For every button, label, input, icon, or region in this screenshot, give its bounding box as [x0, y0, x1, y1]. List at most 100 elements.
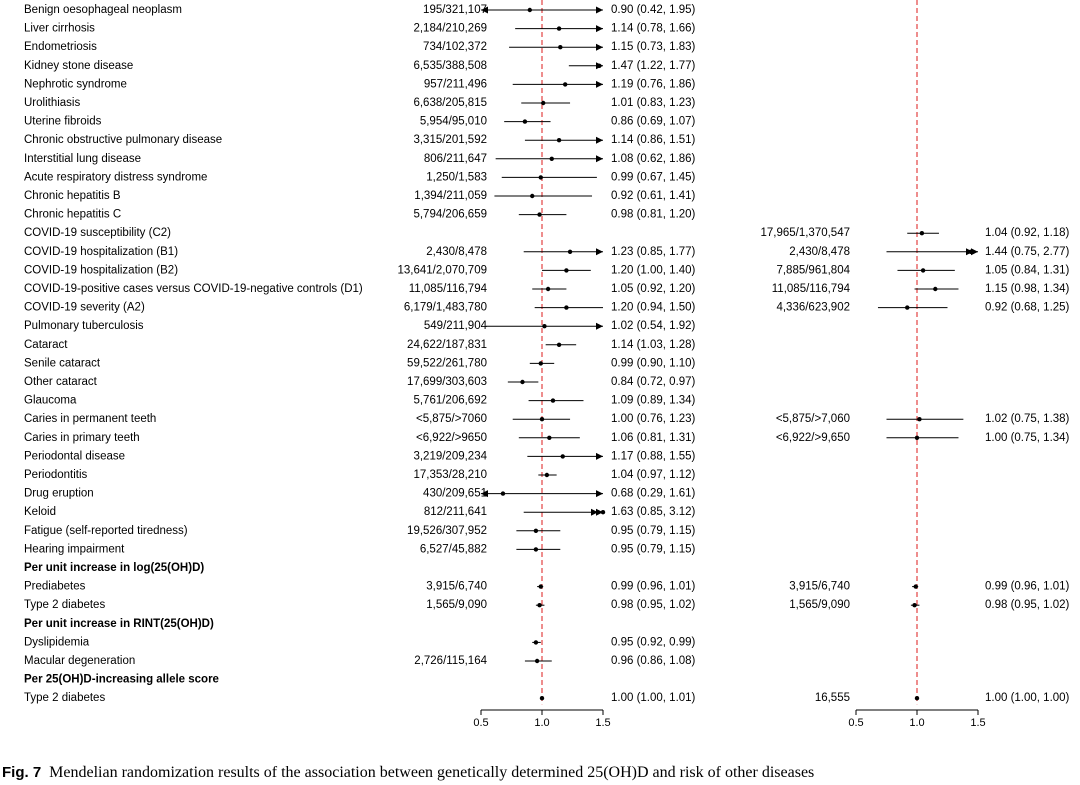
ci-arrow-right — [596, 25, 603, 33]
sample-size: 2,430/8,478 — [426, 246, 487, 258]
or-ci-label: 0.99 (0.67, 1.45) — [611, 171, 696, 183]
or-ci-label: 1.01 (0.83, 1.23) — [611, 97, 696, 109]
sample-size: 195/321,107 — [423, 4, 487, 16]
sample-size: 2,184/210,269 — [413, 23, 487, 35]
estimate-point — [933, 286, 938, 292]
sample-size: 2,726/115,164 — [414, 655, 487, 667]
group-header: Per 25(OH)D-increasing allele score — [24, 674, 219, 686]
or-ci-label: 1.00 (0.76, 1.23) — [611, 413, 696, 425]
x-tick-label: 0.5 — [473, 717, 488, 729]
x-tick-label: 1.0 — [909, 717, 924, 729]
or-ci-label: 1.05 (0.92, 1.20) — [611, 283, 696, 295]
sample-size: 17,353/28,210 — [413, 469, 487, 481]
estimate-point — [567, 249, 573, 254]
or-ci-label: 1.14 (1.03, 1.28) — [611, 339, 696, 351]
sample-size: 549/211,904 — [424, 320, 488, 332]
group-header: Per unit increase in log(25(OH)D) — [24, 562, 204, 574]
outcome-label: COVID-19 susceptibility (C2) — [24, 227, 171, 239]
outcome-label: Glaucoma — [24, 395, 77, 407]
sample-size: 5,761/206,692 — [413, 395, 487, 407]
estimate-point — [913, 584, 918, 589]
ci-arrow-right — [596, 322, 603, 330]
sample-size: 16,555 — [815, 692, 850, 704]
or-ci-label: 1.14 (0.78, 1.66) — [611, 23, 696, 35]
estimate-point — [538, 361, 543, 366]
or-ci-label: 0.84 (0.72, 0.97) — [611, 376, 696, 388]
or-ci-label: 1.44 (0.75, 2.77) — [985, 246, 1070, 258]
sample-size: 6,527/45,882 — [420, 543, 487, 555]
sample-size: 957/211,496 — [424, 78, 487, 90]
estimate-point — [538, 175, 543, 180]
or-ci-label: 1.17 (0.88, 1.55) — [611, 450, 696, 462]
estimate-point — [560, 454, 565, 459]
estimate-point — [537, 212, 542, 217]
or-ci-label: 0.68 (0.29, 1.61) — [611, 488, 696, 500]
ci-arrow-right — [591, 508, 598, 516]
outcome-label: Uterine fibroids — [24, 116, 102, 128]
sample-size: 6,638/205,815 — [413, 97, 487, 109]
ci-arrow-right — [596, 508, 603, 516]
or-ci-label: 1.20 (1.00, 1.40) — [611, 264, 696, 276]
sample-size: 5,794/206,659 — [413, 209, 487, 221]
estimate-point — [530, 193, 535, 199]
outcome-label: Dyslipidemia — [24, 636, 90, 648]
ci-arrow-right — [596, 6, 603, 14]
estimate-point — [558, 45, 563, 50]
sample-size: <5,875/>7,060 — [776, 413, 850, 425]
estimate-point — [556, 26, 562, 31]
x-tick-label: 1.5 — [595, 717, 610, 729]
outcome-label: Caries in primary teeth — [24, 432, 140, 444]
or-ci-label: 0.98 (0.95, 1.02) — [985, 599, 1070, 611]
sample-size: 19,526/307,952 — [407, 525, 487, 537]
caption-text: Mendelian randomization results of the a… — [49, 764, 815, 781]
sample-size: 1,394/211,059 — [414, 190, 487, 202]
outcome-label: COVID-19 hospitalization (B2) — [24, 264, 178, 276]
sample-size: 24,622/187,831 — [407, 339, 487, 351]
outcome-label: Interstitial lung disease — [24, 153, 141, 165]
estimate-point — [550, 398, 556, 403]
sample-size: <6,922/>9,650 — [776, 432, 850, 444]
group-header: Per unit increase in RINT(25(OH)D) — [24, 618, 214, 630]
sample-size: 11,085/116,794 — [772, 283, 851, 295]
estimate-point — [534, 658, 540, 664]
estimate-point — [533, 640, 539, 645]
or-ci-label: 1.04 (0.92, 1.18) — [985, 227, 1070, 239]
sample-size: 1,565/9,090 — [426, 599, 487, 611]
sample-size: 1,565/9,090 — [789, 599, 850, 611]
sample-size: 5,954/95,010 — [420, 116, 487, 128]
or-ci-label: 1.02 (0.54, 1.92) — [611, 320, 696, 332]
estimate-point — [520, 379, 525, 385]
outcome-label: Pulmonary tuberculosis — [24, 320, 144, 332]
sample-size: 17,965/1,370,547 — [760, 227, 850, 239]
estimate-point — [538, 584, 543, 589]
outcome-label: Macular degeneration — [24, 655, 135, 667]
ci-arrow-right — [596, 43, 603, 51]
estimate-point — [539, 417, 545, 422]
or-ci-label: 0.99 (0.96, 1.01) — [985, 581, 1070, 593]
outcome-label: Prediabetes — [24, 581, 86, 593]
outcome-label: Kidney stone disease — [24, 60, 133, 72]
outcome-label: Type 2 diabetes — [24, 692, 105, 704]
estimate-point — [564, 305, 569, 310]
or-ci-label: 0.95 (0.79, 1.15) — [611, 543, 696, 555]
or-ci-label: 1.05 (0.84, 1.31) — [985, 264, 1070, 276]
estimate-point — [905, 305, 910, 310]
or-ci-label: 1.63 (0.85, 3.12) — [611, 506, 696, 518]
sample-size: 6,535/388,508 — [413, 60, 487, 72]
outcome-label: Cataract — [24, 339, 68, 351]
or-ci-label: 1.06 (0.81, 1.31) — [611, 432, 696, 444]
outcome-label: Endometriosis — [24, 41, 97, 53]
or-ci-label: 1.19 (0.76, 1.86) — [611, 78, 696, 90]
estimate-point — [564, 268, 569, 273]
outcome-label: Senile cataract — [24, 357, 101, 369]
sample-size: 59,522/261,780 — [407, 357, 487, 369]
outcome-label: Other cataract — [24, 376, 98, 388]
outcome-label: Periodontitis — [24, 469, 88, 481]
estimate-point — [912, 603, 917, 608]
sample-size: 4,336/623,902 — [776, 302, 850, 314]
outcome-label: Hearing impairment — [24, 543, 125, 555]
sample-size: 3,915/6,740 — [426, 581, 487, 593]
outcome-label: Nephrotic syndrome — [24, 78, 127, 90]
or-ci-label: 0.90 (0.42, 1.95) — [611, 4, 696, 16]
estimate-point — [597, 63, 602, 68]
